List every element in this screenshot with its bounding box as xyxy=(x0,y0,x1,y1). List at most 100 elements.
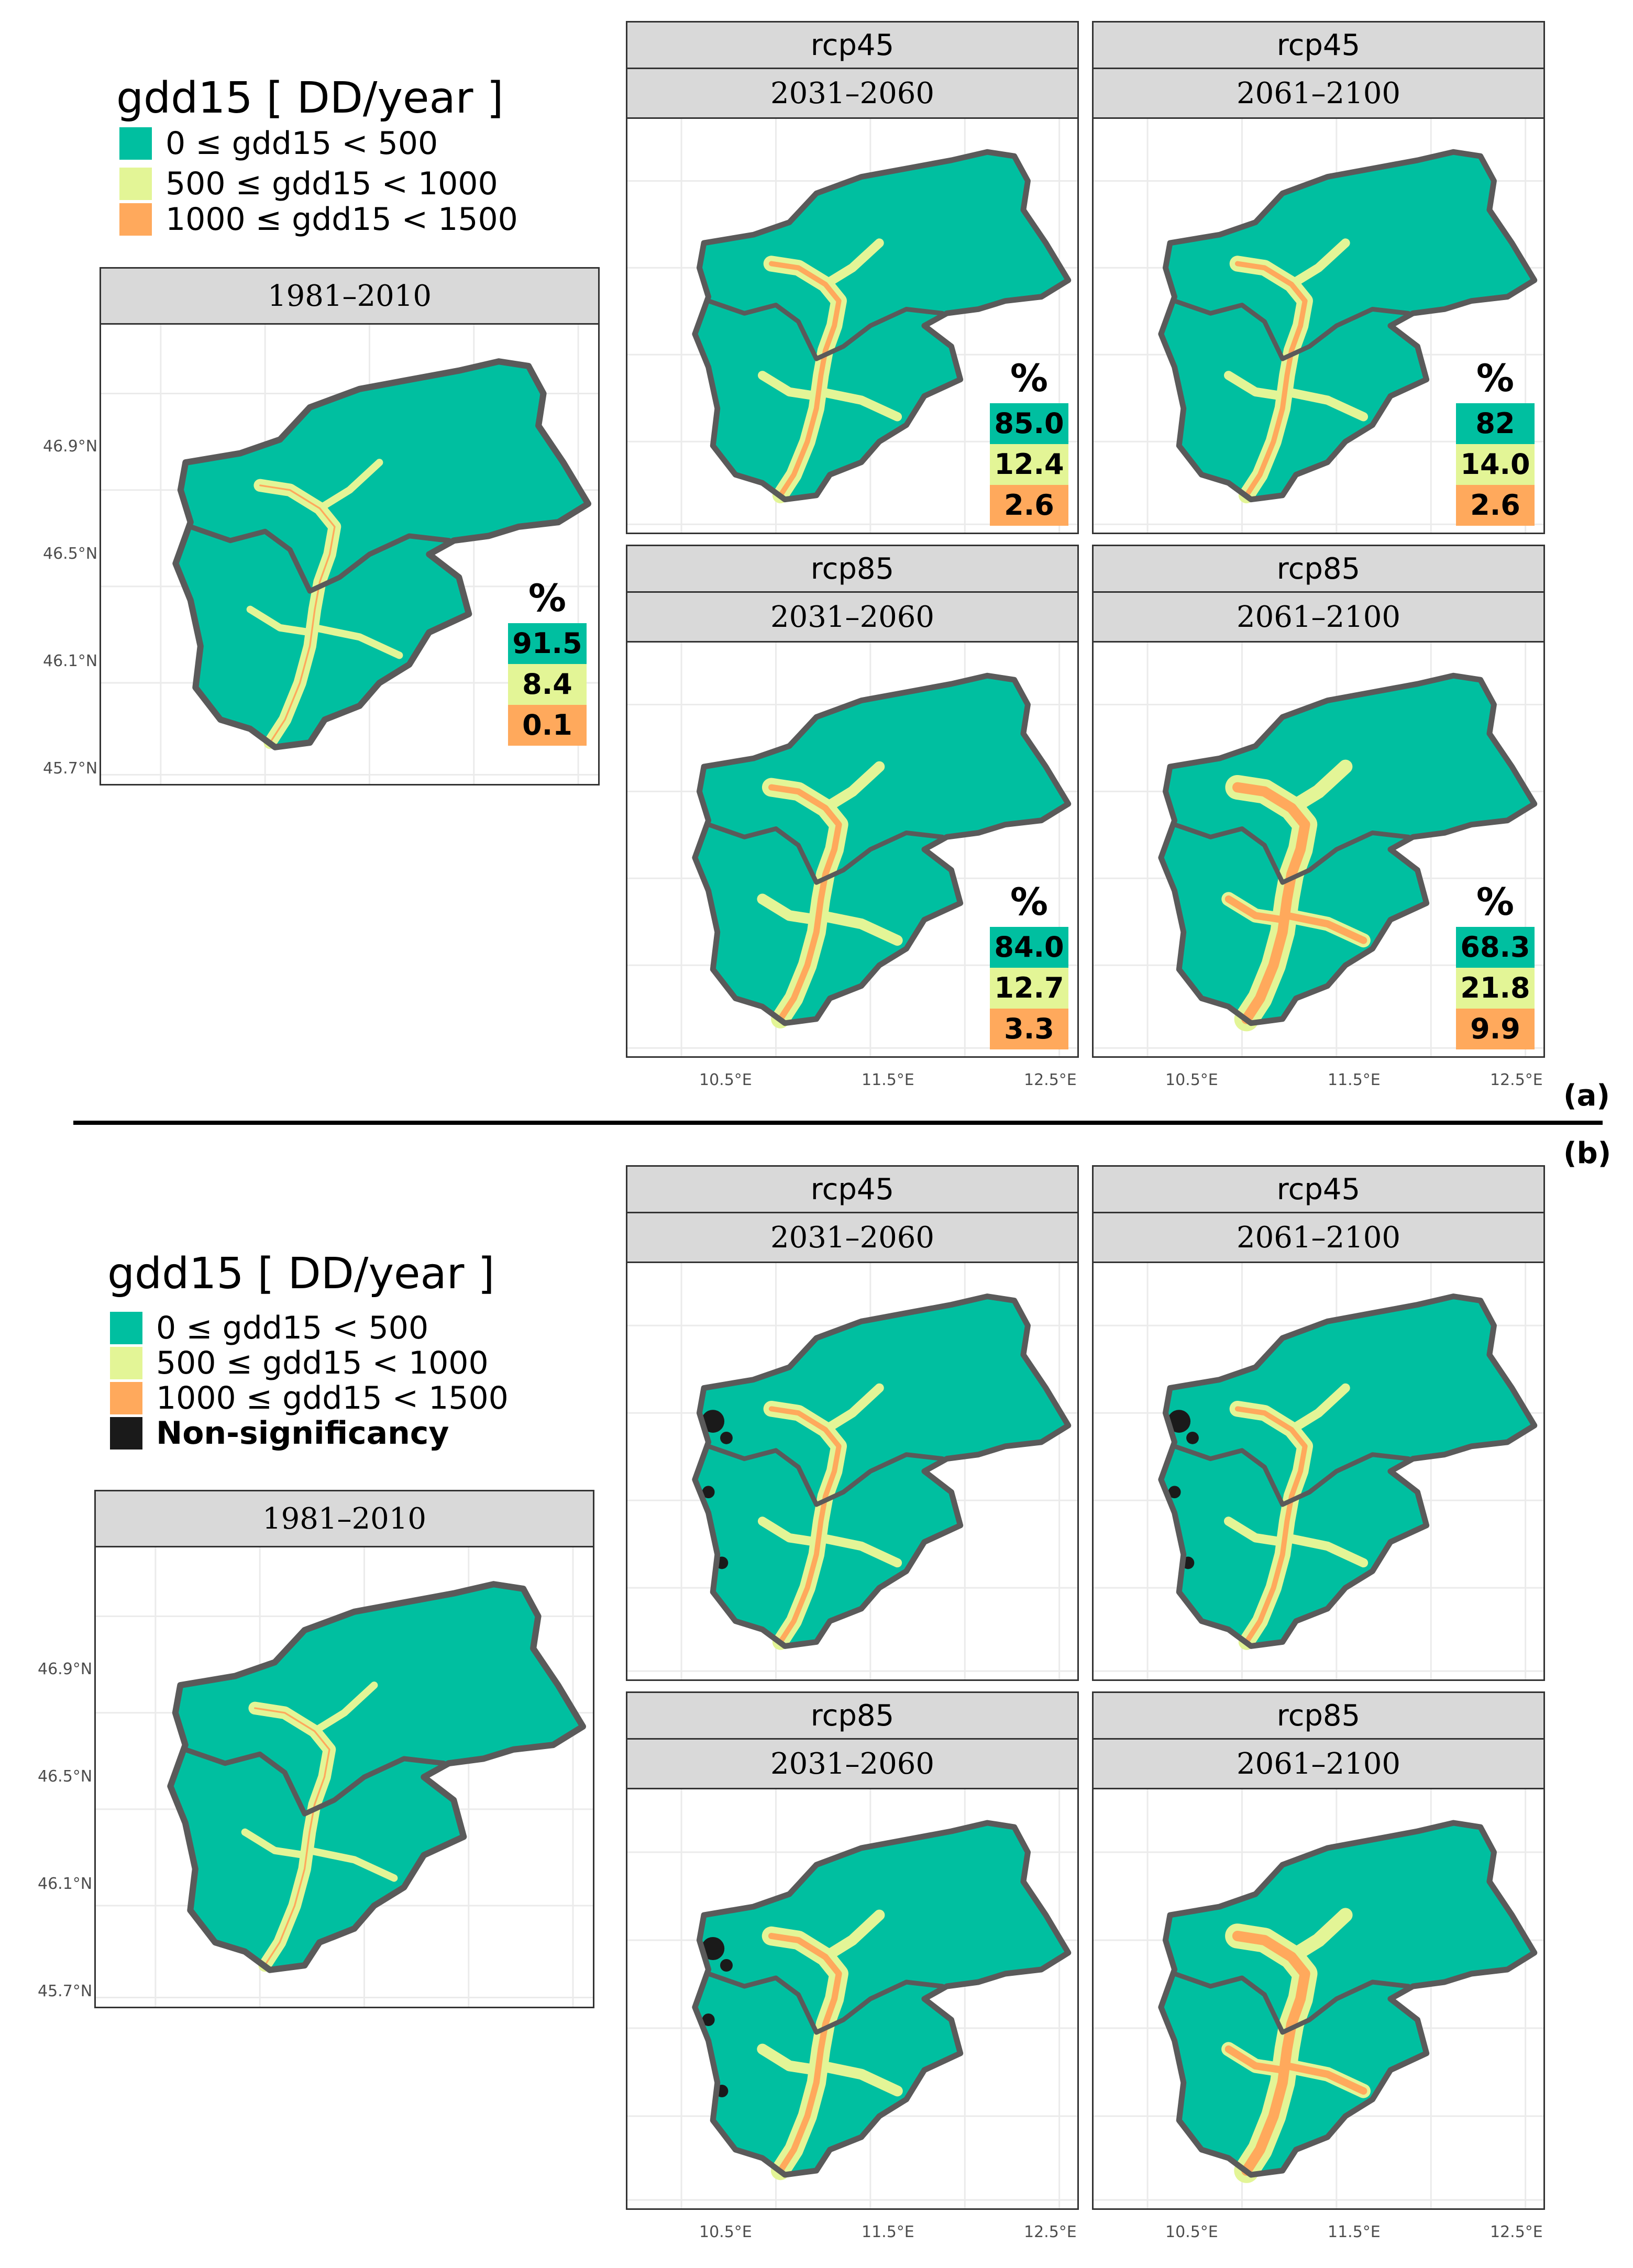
period-strip: 2031–2060 xyxy=(626,1738,1079,1789)
panel-a-baseline: 1981–2010 % 91.5 8.4 0.1 xyxy=(100,267,600,785)
legend-label: 0 ≤ gdd15 < 500 xyxy=(156,1310,429,1346)
map-plot xyxy=(94,1546,594,2008)
valley-moderate xyxy=(1282,1533,1369,1568)
panel-label-b: (b) xyxy=(1563,1136,1612,1170)
map-plot xyxy=(626,1788,1079,2210)
valley-warm xyxy=(254,1707,330,1966)
valley-moderate xyxy=(757,893,822,925)
region-map xyxy=(1094,643,1543,1056)
valley-warm xyxy=(1224,2045,1286,2074)
nonsig-patch xyxy=(1186,1431,1199,1444)
province-border xyxy=(1172,298,1411,361)
valley-warm xyxy=(768,1406,842,1645)
nonsig-patch xyxy=(701,1410,725,1433)
lon-tick: 10.5°E xyxy=(1165,1071,1218,1089)
percent-class-2: 0.1 xyxy=(508,705,587,746)
region-outline xyxy=(692,672,1072,1026)
lon-tick: 10.5°E xyxy=(1165,2223,1218,2241)
percent-class-0: 84.0 xyxy=(990,927,1068,968)
valley-moderate xyxy=(821,238,884,289)
valley-moderate xyxy=(1284,1908,1353,1964)
valley-moderate xyxy=(816,1533,902,1568)
lat-tick: 45.7°N xyxy=(38,1982,93,2000)
legend-item-class-0: 0 ≤ gdd15 < 500 xyxy=(110,1310,429,1346)
region-fill xyxy=(694,1296,1068,1646)
nonsig-patch xyxy=(701,1937,725,1960)
valley-moderate xyxy=(246,605,314,636)
region-map xyxy=(627,1789,1077,2208)
percentage-box: % 85.0 12.4 2.6 xyxy=(990,356,1068,526)
period-strip: 2061–2100 xyxy=(1092,1212,1545,1263)
region-fill xyxy=(170,1584,583,1970)
percentage-box: % 68.3 21.8 9.9 xyxy=(1456,880,1535,1049)
lat-tick: 46.9°N xyxy=(43,437,98,456)
region-fill xyxy=(694,1823,1068,2175)
legend-item-class-1: 500 ≤ gdd15 < 1000 xyxy=(119,165,498,202)
valley-moderate xyxy=(815,2060,903,2097)
valley-warm xyxy=(259,484,336,744)
region-map xyxy=(96,1547,593,2007)
nonsig-patch xyxy=(720,1959,733,1972)
region-fill xyxy=(175,361,588,747)
panel-period-strip: 1981–2010 xyxy=(94,1490,594,1547)
valley-moderate xyxy=(815,910,903,946)
province-border xyxy=(706,822,945,885)
nonsig-patch xyxy=(702,1486,715,1499)
valley-warm xyxy=(768,784,842,1022)
region-fill xyxy=(1161,1296,1535,1646)
region-outline xyxy=(1158,672,1538,1026)
legend-swatch xyxy=(110,1382,142,1414)
legend-label: 1000 ≤ gdd15 < 1500 xyxy=(165,201,518,238)
valley-warm xyxy=(1234,261,1308,498)
percent-symbol: % xyxy=(1010,880,1049,924)
valley-moderate xyxy=(306,1846,398,1882)
valley-warm xyxy=(1283,2062,1367,2095)
valley-moderate xyxy=(757,2043,822,2076)
lat-tick: 46.9°N xyxy=(38,1660,93,1678)
percent-symbol: % xyxy=(1476,356,1515,400)
percent-class-2: 2.6 xyxy=(990,485,1068,526)
legend-label: 1000 ≤ gdd15 < 1500 xyxy=(156,1380,509,1417)
province-border xyxy=(706,1971,945,2035)
period-strip: 2031–2060 xyxy=(626,1212,1079,1263)
panel-b-rcp85-2061-2100: rcp85 2061–2100 xyxy=(1092,1691,1545,2210)
valley-moderate xyxy=(816,387,902,422)
panel-b-rcp45-2031-2060: rcp45 2031–2060 xyxy=(626,1165,1079,1681)
valley-moderate xyxy=(311,1681,378,1735)
valley-moderate xyxy=(311,624,403,659)
valley-moderate xyxy=(241,1828,308,1859)
valley-warm xyxy=(1283,912,1367,944)
region-outline xyxy=(692,1293,1072,1649)
legend-swatch xyxy=(119,203,152,236)
period-strip: 2031–2060 xyxy=(626,68,1079,119)
legend-label: Non-significancy xyxy=(156,1415,449,1452)
panel-a-rcp45-2061-2100: rcp45 2061–2100 % 82 14.0 2.6 xyxy=(1092,21,1545,534)
percent-class-1: 12.7 xyxy=(990,968,1068,1009)
panel-b-baseline: 1981–2010 xyxy=(94,1490,594,2008)
scenario-strip: rcp45 xyxy=(626,21,1079,69)
province-border xyxy=(706,1444,945,1507)
scenario-strip: rcp45 xyxy=(1092,21,1545,69)
nonsig-patch xyxy=(702,2013,715,2026)
legend-label: 500 ≤ gdd15 < 1000 xyxy=(156,1345,489,1381)
region-outline xyxy=(1158,1293,1538,1649)
percent-class-0: 91.5 xyxy=(508,623,587,664)
valley-moderate xyxy=(1284,759,1353,815)
map-plot xyxy=(1092,641,1545,1058)
province-border xyxy=(1172,1444,1411,1507)
percent-class-1: 8.4 xyxy=(508,664,587,705)
percent-class-1: 21.8 xyxy=(1456,968,1535,1009)
legend-label: 500 ≤ gdd15 < 1000 xyxy=(165,165,498,202)
map-plot xyxy=(100,323,600,785)
map-plot xyxy=(626,1262,1079,1681)
lon-tick: 10.5°E xyxy=(699,2223,752,2241)
percent-class-2: 2.6 xyxy=(1456,485,1535,526)
valley-moderate xyxy=(1287,238,1350,289)
legend-swatch xyxy=(110,1417,142,1450)
region-fill xyxy=(1161,676,1535,1023)
valley-moderate xyxy=(1224,371,1287,401)
legend-item-class-0: 0 ≤ gdd15 < 500 xyxy=(119,125,438,162)
nonsig-patch xyxy=(1168,1486,1181,1499)
scenario-strip: rcp45 xyxy=(1092,1165,1545,1213)
legend-swatch xyxy=(110,1347,142,1379)
